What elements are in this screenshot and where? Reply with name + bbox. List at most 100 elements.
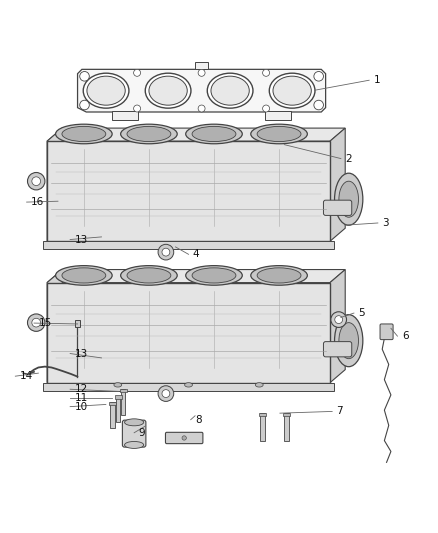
Polygon shape <box>47 270 345 282</box>
Circle shape <box>162 390 170 398</box>
Text: 14: 14 <box>20 371 33 381</box>
Circle shape <box>263 105 269 112</box>
FancyBboxPatch shape <box>195 62 208 69</box>
Text: 1: 1 <box>374 75 380 85</box>
Bar <box>116 396 120 422</box>
FancyBboxPatch shape <box>323 200 352 215</box>
Circle shape <box>134 69 141 76</box>
Ellipse shape <box>186 265 242 285</box>
Text: 9: 9 <box>138 428 145 438</box>
Ellipse shape <box>127 126 171 142</box>
FancyBboxPatch shape <box>323 342 352 357</box>
Circle shape <box>80 100 89 110</box>
Text: 3: 3 <box>382 218 389 228</box>
Ellipse shape <box>211 76 249 105</box>
Text: 6: 6 <box>402 331 408 341</box>
Text: 8: 8 <box>195 415 201 425</box>
Bar <box>43 383 334 391</box>
Circle shape <box>198 105 205 112</box>
Bar <box>120 389 127 392</box>
Bar <box>47 141 330 241</box>
Circle shape <box>314 71 323 81</box>
Bar <box>284 413 289 441</box>
Circle shape <box>198 69 205 76</box>
Ellipse shape <box>145 73 191 108</box>
FancyBboxPatch shape <box>122 420 146 447</box>
Ellipse shape <box>120 265 177 285</box>
Ellipse shape <box>335 314 363 367</box>
Ellipse shape <box>87 76 125 105</box>
Text: 16: 16 <box>31 197 44 207</box>
Ellipse shape <box>251 124 307 144</box>
Text: 11: 11 <box>74 393 88 403</box>
Circle shape <box>80 71 89 81</box>
Ellipse shape <box>273 76 311 105</box>
Ellipse shape <box>255 383 263 387</box>
Circle shape <box>32 318 41 327</box>
Ellipse shape <box>185 383 192 387</box>
Bar <box>258 413 266 416</box>
Circle shape <box>32 177 41 185</box>
Circle shape <box>28 314 45 332</box>
Ellipse shape <box>257 268 301 283</box>
Bar <box>283 413 290 416</box>
Polygon shape <box>47 270 62 383</box>
FancyBboxPatch shape <box>265 111 291 120</box>
Ellipse shape <box>149 76 187 105</box>
Circle shape <box>162 248 170 256</box>
Circle shape <box>158 244 174 260</box>
Text: 10: 10 <box>74 402 88 411</box>
Ellipse shape <box>192 126 236 142</box>
Text: 13: 13 <box>74 235 88 245</box>
Ellipse shape <box>257 126 301 142</box>
Ellipse shape <box>192 268 236 283</box>
Ellipse shape <box>251 265 307 285</box>
Circle shape <box>28 173 45 190</box>
Circle shape <box>331 312 346 327</box>
Ellipse shape <box>207 73 253 108</box>
Text: 12: 12 <box>74 384 88 394</box>
Circle shape <box>134 105 141 112</box>
Bar <box>110 402 115 429</box>
Ellipse shape <box>83 73 129 108</box>
Bar <box>109 402 116 405</box>
Text: 4: 4 <box>193 249 200 260</box>
Bar <box>260 413 265 441</box>
Polygon shape <box>47 128 62 241</box>
Ellipse shape <box>335 173 363 225</box>
Ellipse shape <box>127 268 171 283</box>
Text: 13: 13 <box>74 349 88 359</box>
Ellipse shape <box>269 73 315 108</box>
Text: 15: 15 <box>39 318 52 328</box>
Bar <box>121 389 125 415</box>
Ellipse shape <box>124 419 144 426</box>
Polygon shape <box>47 128 345 141</box>
Circle shape <box>263 69 269 76</box>
Text: 5: 5 <box>358 308 365 318</box>
Ellipse shape <box>114 383 122 387</box>
Ellipse shape <box>339 322 358 359</box>
Circle shape <box>314 100 323 110</box>
Text: 2: 2 <box>345 154 352 164</box>
Ellipse shape <box>186 124 242 144</box>
Circle shape <box>335 316 343 324</box>
Polygon shape <box>330 270 345 383</box>
Text: 7: 7 <box>336 407 343 416</box>
Bar <box>74 320 80 327</box>
FancyBboxPatch shape <box>113 111 138 120</box>
FancyBboxPatch shape <box>380 324 393 340</box>
Ellipse shape <box>62 268 106 283</box>
Bar <box>43 241 334 249</box>
PathPatch shape <box>78 69 325 112</box>
FancyBboxPatch shape <box>166 432 203 443</box>
Ellipse shape <box>62 126 106 142</box>
Polygon shape <box>330 128 345 241</box>
Ellipse shape <box>124 441 144 448</box>
Ellipse shape <box>56 265 112 285</box>
Circle shape <box>158 386 174 401</box>
Ellipse shape <box>339 181 358 217</box>
Circle shape <box>182 436 186 440</box>
Bar <box>47 282 330 383</box>
Ellipse shape <box>120 124 177 144</box>
Bar <box>115 395 121 399</box>
